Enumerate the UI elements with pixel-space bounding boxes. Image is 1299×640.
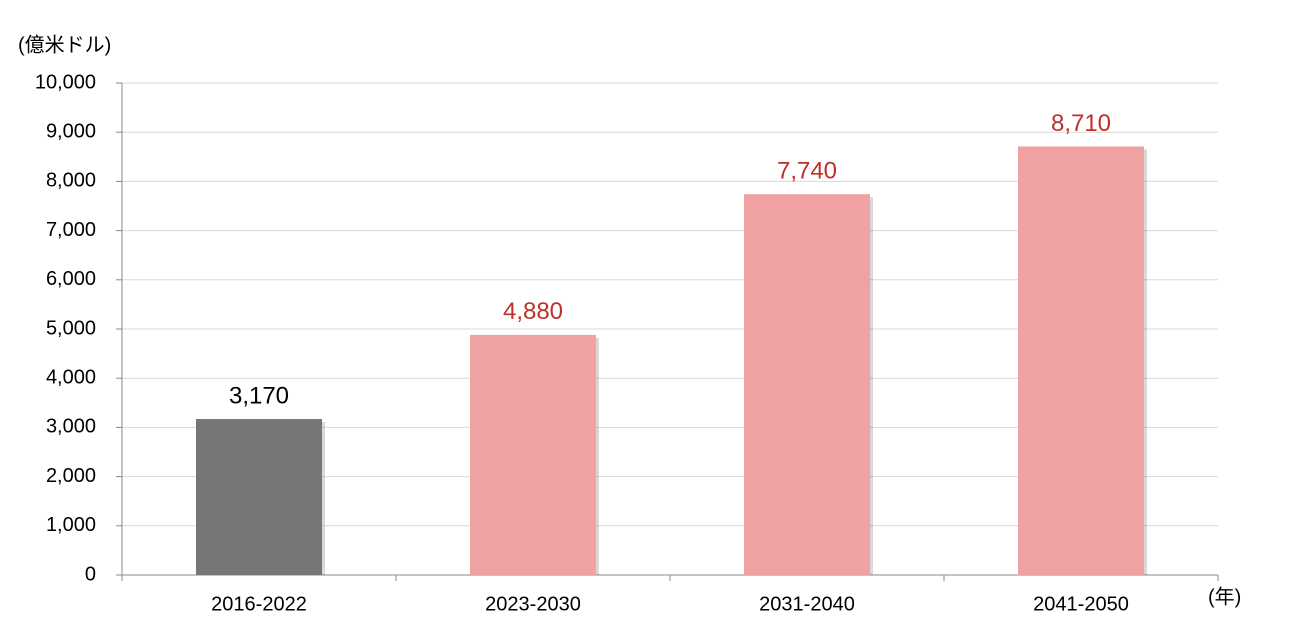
x-tick-label: 2016-2022 xyxy=(211,593,307,615)
x-tick-label: 2031-2040 xyxy=(759,593,855,615)
bar xyxy=(196,419,322,575)
x-tick-label: 2023-2030 xyxy=(485,593,581,615)
x-tick-label: 2041-2050 xyxy=(1033,593,1129,615)
y-tick-label: 10,000 xyxy=(35,71,96,93)
x-axis-label: (年) xyxy=(1208,585,1241,608)
bar xyxy=(744,194,870,575)
y-tick-label: 5,000 xyxy=(46,317,96,339)
y-tick-label: 8,000 xyxy=(46,170,96,192)
y-axis-label: (億米ドル) xyxy=(18,33,111,56)
y-tick-label: 9,000 xyxy=(46,120,96,142)
y-tick-label: 6,000 xyxy=(46,268,96,290)
data-label: 8,710 xyxy=(1051,110,1111,137)
y-tick-label: 0 xyxy=(85,563,96,585)
y-tick-label: 2,000 xyxy=(46,465,96,487)
y-tick-label: 1,000 xyxy=(46,514,96,536)
bar xyxy=(470,334,596,575)
y-tick-label: 3,000 xyxy=(46,416,96,438)
y-tick-label: 4,000 xyxy=(46,366,96,388)
data-label: 7,740 xyxy=(777,158,837,185)
bar xyxy=(1018,146,1144,575)
y-tick-label: 7,000 xyxy=(46,219,96,241)
data-label: 4,880 xyxy=(503,298,563,325)
data-label: 3,170 xyxy=(229,382,289,409)
